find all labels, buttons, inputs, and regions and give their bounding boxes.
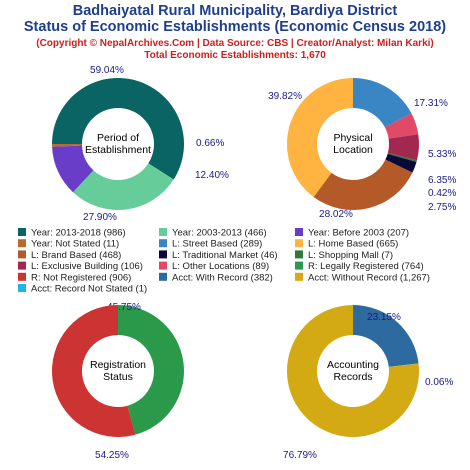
pie-slice-4-1 bbox=[353, 305, 419, 367]
chart-title-line-2: Status of Economic Establishments (Econo… bbox=[23, 19, 447, 35]
pie-slice-1-1 bbox=[52, 78, 185, 180]
legend-swatch bbox=[295, 228, 303, 236]
legend-label: L: Exclusive Building (106) bbox=[31, 261, 143, 272]
legend-label: Acct: Record Not Stated (1) bbox=[31, 284, 147, 295]
pie-slice-2-2 bbox=[384, 113, 419, 139]
legend-label: L: Brand Based (468) bbox=[31, 250, 121, 261]
legend-swatch bbox=[18, 250, 26, 259]
pie-slice-1-2 bbox=[72, 163, 174, 211]
pie-slice-2-1 bbox=[353, 78, 412, 128]
legend-label: L: Traditional Market (46) bbox=[172, 250, 278, 261]
slice-percent-label: 45.75% bbox=[107, 302, 141, 313]
slice-percent-label: 12.40% bbox=[195, 170, 229, 181]
legend-swatch bbox=[159, 239, 167, 248]
pie-slice-4-3 bbox=[286, 305, 420, 437]
donut-center-label: Period of bbox=[97, 132, 139, 144]
legend-swatch bbox=[295, 250, 303, 259]
legend-label: Year: 2013-2018 (986) bbox=[31, 228, 126, 239]
donut-center-label: Location bbox=[333, 144, 373, 156]
legend-swatch bbox=[159, 250, 167, 259]
legend-swatch bbox=[295, 272, 303, 281]
donut-center-label: Accounting bbox=[327, 359, 379, 371]
legend-label: Acct: With Record (382) bbox=[172, 272, 273, 283]
donut-center-label: Records bbox=[333, 371, 372, 383]
pie-slice-2-6 bbox=[313, 159, 413, 210]
slice-percent-label: 23.15% bbox=[367, 312, 401, 323]
legend-label: L: Shopping Mall (7) bbox=[308, 250, 393, 261]
legend-swatch bbox=[18, 284, 26, 292]
slice-percent-label: 17.31% bbox=[414, 98, 448, 109]
slice-percent-label: 0.42% bbox=[428, 188, 456, 199]
donut-center-label: Physical bbox=[333, 132, 372, 144]
legend-swatch bbox=[18, 261, 26, 270]
legend-label: R: Not Registered (906) bbox=[31, 272, 131, 283]
legend-label: Year: Before 2003 (207) bbox=[308, 228, 409, 239]
donut-center-label: Establishment bbox=[85, 144, 151, 156]
slice-percent-label: 2.75% bbox=[428, 202, 456, 213]
legend-swatch bbox=[295, 261, 303, 270]
chart-subtitle-total: Total Economic Establishments: 1,670 bbox=[144, 50, 326, 61]
slice-percent-label: 28.02% bbox=[319, 209, 353, 220]
slice-percent-label: 6.35% bbox=[428, 175, 456, 186]
slice-percent-label: 27.90% bbox=[83, 212, 117, 223]
pie-slice-1-3 bbox=[52, 145, 94, 193]
pie-slice-2-3 bbox=[387, 134, 419, 161]
slice-percent-label: 59.04% bbox=[90, 65, 124, 76]
slice-percent-label: 0.06% bbox=[425, 377, 453, 388]
pie-slice-3-1 bbox=[118, 305, 184, 435]
legend-label: L: Home Based (665) bbox=[308, 239, 398, 250]
legend-label: L: Other Locations (89) bbox=[172, 261, 269, 272]
slice-percent-label: 0.66% bbox=[196, 138, 224, 149]
legend-label: Year: Not Stated (11) bbox=[31, 239, 119, 250]
legend-swatch bbox=[159, 228, 167, 236]
slice-percent-label: 39.82% bbox=[268, 91, 302, 102]
legend-swatch bbox=[18, 228, 26, 236]
pie-slice-2-4 bbox=[387, 152, 417, 163]
legend-label: R: Legally Registered (764) bbox=[308, 261, 424, 272]
chart-subtitle-copyright: (Copyright © NepalArchives.Com | Data So… bbox=[36, 38, 434, 49]
donut-center-label: Registration bbox=[90, 359, 146, 371]
legend-label: Year: 2003-2013 (466) bbox=[172, 228, 267, 239]
legend-swatch bbox=[159, 261, 167, 270]
legend-swatch bbox=[18, 239, 26, 248]
pie-slice-2-7 bbox=[287, 78, 353, 197]
legend-swatch bbox=[18, 272, 26, 281]
legend-label: L: Street Based (289) bbox=[172, 239, 262, 250]
legend-label: Acct: Without Record (1,267) bbox=[308, 272, 430, 283]
legend-swatch bbox=[159, 272, 167, 281]
legend-swatch bbox=[295, 239, 303, 248]
donut-center-label: Status bbox=[103, 371, 133, 383]
pie-slice-2-5 bbox=[385, 153, 417, 173]
slice-percent-label: 54.25% bbox=[95, 450, 129, 461]
pie-slice-4-2 bbox=[388, 363, 419, 367]
slice-percent-label: 76.79% bbox=[283, 450, 317, 461]
pie-slice-1-4 bbox=[52, 144, 83, 147]
slice-percent-label: 5.33% bbox=[428, 149, 456, 160]
chart-title-line-1: Badhaiyatal Rural Municipality, Bardiya … bbox=[72, 3, 398, 19]
pie-slice-3-2 bbox=[51, 305, 136, 437]
